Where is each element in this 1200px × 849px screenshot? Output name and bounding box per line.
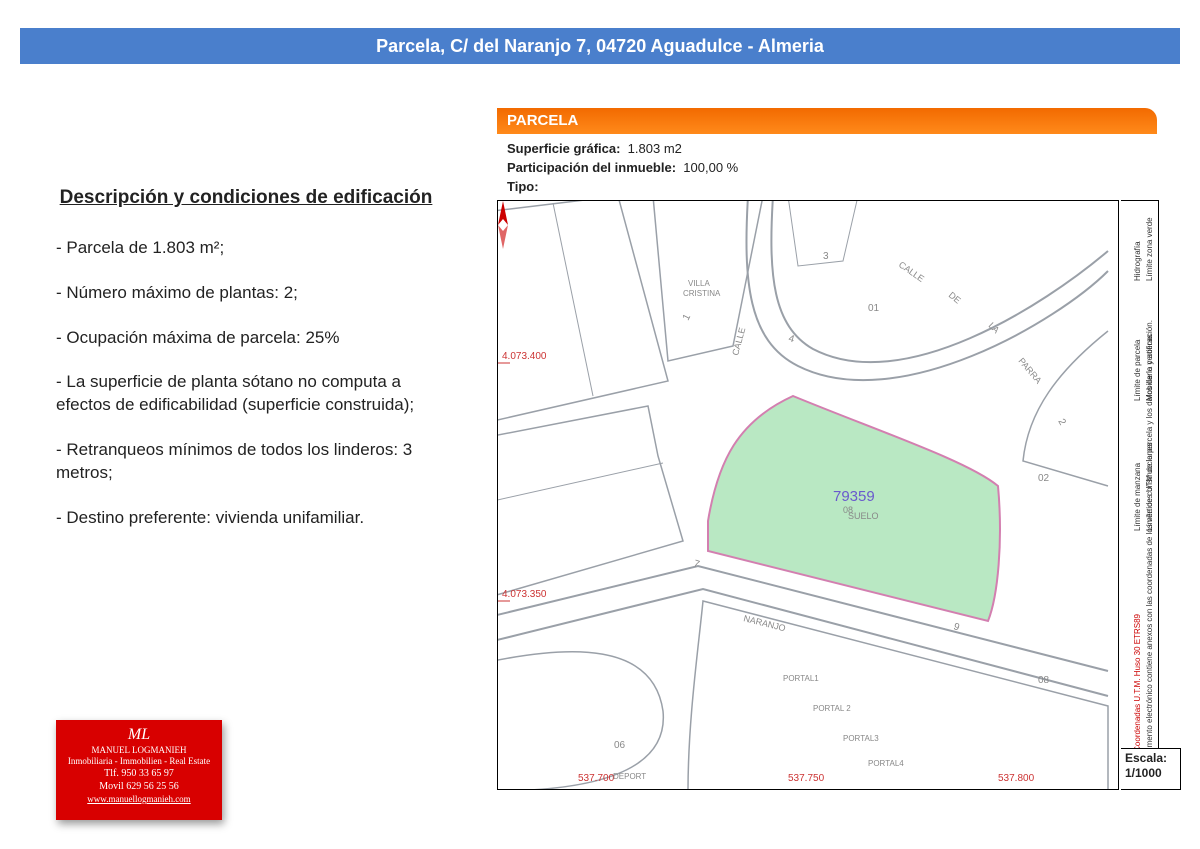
portal-label: PORTAL 2	[813, 704, 851, 713]
card-sub: Inmobiliaria - Immobilien - Real Estate	[56, 756, 222, 766]
card-web: www.manuellogmanieh.com	[56, 794, 222, 804]
coord-y: 4.073.350	[502, 589, 547, 600]
legend-item: Hidrografía	[1133, 241, 1142, 281]
bullet: - Número máximo de plantas: 2;	[56, 282, 436, 305]
card-name: MANUEL LOGMANIEH	[56, 745, 222, 755]
bullet: - La superficie de planta sótano no comp…	[56, 371, 436, 417]
plot-number: 3	[823, 251, 829, 262]
parcel-ref: 79359	[833, 488, 875, 505]
coord-y: 4.073.400	[502, 351, 547, 362]
section-title: Descripción y condiciones de edificación	[56, 185, 436, 211]
info-label: Superficie gráfica:	[507, 141, 620, 156]
scale-box: Escala: 1/1000	[1121, 748, 1181, 790]
plot-no: 08	[843, 505, 853, 515]
legend-item: Mobiliario y aceras	[1145, 334, 1154, 401]
portal-label: PORTAL1	[783, 674, 819, 683]
card-mov: Movil 629 56 25 56	[56, 781, 222, 792]
bullet: - Ocupación máxima de parcela: 25%	[56, 327, 436, 350]
coord-x: 537.800	[998, 773, 1035, 784]
info-label: Participación del inmueble:	[507, 160, 676, 175]
cadastral-map: 4.073.400 4.073.350 537.700 537.750 537.…	[497, 200, 1119, 790]
coord-x: 537.700	[578, 773, 615, 784]
scale-label: Escala:	[1125, 751, 1176, 766]
title-bar: Parcela, C/ del Naranjo 7, 04720 Aguadul…	[20, 28, 1180, 64]
legend-item: Límite zona verde	[1145, 217, 1154, 281]
map-legend: 537.800 Coordenadas U.T.M. Huso 30 ETRS8…	[1121, 200, 1159, 790]
portal-label: PORTAL3	[843, 734, 879, 743]
parcela-header: PARCELA	[497, 108, 1157, 134]
legend-item: Límite de construcciones	[1145, 443, 1154, 532]
info-value: 1.803 m2	[628, 141, 682, 156]
legend-item: Límite de manzana	[1133, 463, 1142, 531]
card-tel: Tlf. 950 33 65 97	[56, 768, 222, 779]
coord-x: 537.750	[788, 773, 825, 784]
plot-number: 06	[614, 740, 626, 751]
bullet: - Retranqueos mínimos de todos los linde…	[56, 439, 436, 485]
info-value: 100,00 %	[683, 160, 738, 175]
plot-number: 02	[1038, 473, 1050, 484]
plot-number: 08	[1038, 675, 1050, 686]
villa-label: CRISTINA	[683, 289, 721, 298]
portal-label: PORTAL4	[868, 759, 904, 768]
card-monogram: ML	[56, 726, 222, 744]
info-label: Tipo:	[507, 179, 539, 194]
bullet: - Parcela de 1.803 m²;	[56, 237, 436, 260]
parcela-info: Superficie gráfica: 1.803 m2 Participaci…	[507, 140, 738, 197]
legend-item: Límite de parcela	[1133, 340, 1142, 401]
bullet: - Destino preferente: vivienda unifamili…	[56, 507, 436, 530]
plot-number: 01	[868, 303, 880, 314]
business-card: ML MANUEL LOGMANIEH Inmobiliaria - Immob…	[56, 720, 222, 820]
map-svg: 4.073.400 4.073.350 537.700 537.750 537.…	[498, 201, 1118, 789]
scale-value: 1/1000	[1125, 766, 1176, 781]
deport-label: DEPORT	[613, 772, 646, 781]
bullet-list: - Parcela de 1.803 m²; - Número máximo d…	[56, 237, 436, 531]
description-panel: Descripción y condiciones de edificación…	[56, 185, 436, 552]
villa-label: VILLA	[688, 279, 710, 288]
